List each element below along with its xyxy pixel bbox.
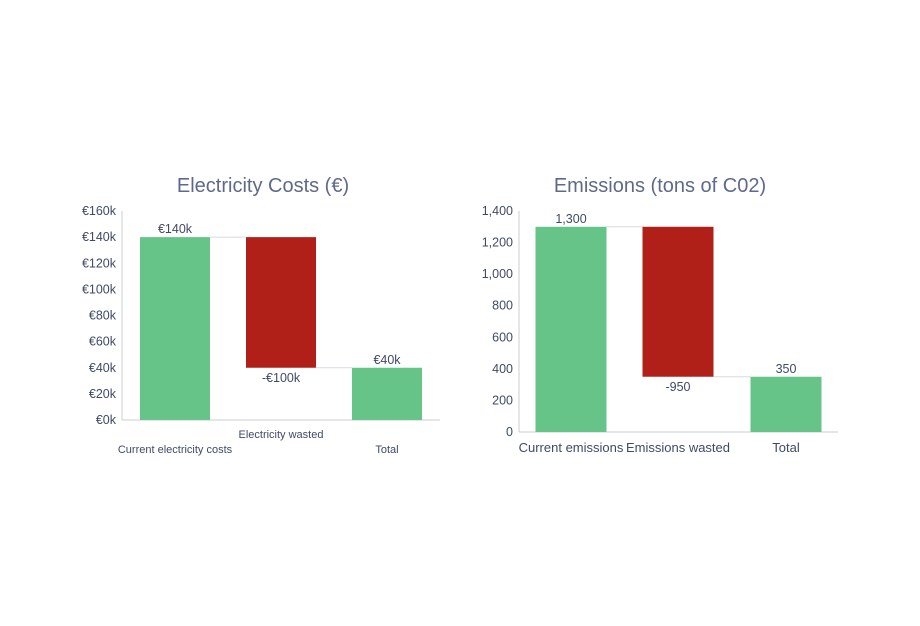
- category-label: Electricity wasted: [239, 429, 324, 441]
- data-label: -950: [665, 380, 690, 394]
- emissions-chart: Emissions (tons of C02) 0 200 400 600 800 1,0…: [482, 175, 838, 455]
- chart-title: Emissions (tons of C02): [554, 175, 766, 197]
- data-label: -€100k: [262, 371, 301, 385]
- y-tick-label: €60k: [89, 335, 117, 349]
- y-tick-label: €140k: [82, 230, 117, 244]
- y-tick-label: 1,400: [482, 204, 513, 218]
- y-tick-label: 1,000: [482, 267, 513, 281]
- y-tick-label: €100k: [82, 282, 117, 296]
- category-label: Emissions wasted: [626, 440, 730, 455]
- chart-title: Electricity Costs (€): [177, 175, 349, 197]
- data-label: 1,300: [555, 212, 586, 226]
- y-tick-label: 1,200: [482, 236, 513, 250]
- category-label: Total: [772, 440, 800, 455]
- waterfall-bar: [750, 376, 822, 432]
- data-label: €40k: [373, 353, 401, 367]
- y-tick-label: €20k: [89, 387, 117, 401]
- y-tick-label: €160k: [82, 204, 117, 218]
- waterfall-bar: [535, 226, 607, 432]
- waterfall-bar: [642, 226, 714, 377]
- waterfall-bar: [246, 237, 316, 368]
- category-label: Current electricity costs: [118, 444, 233, 456]
- y-tick-label: €40k: [89, 361, 117, 375]
- y-tick-label: €120k: [82, 256, 117, 270]
- category-label: Current emissions: [519, 440, 624, 455]
- y-tick-label: 800: [492, 299, 513, 313]
- y-tick-label: 0: [506, 425, 513, 439]
- category-label: Total: [375, 444, 398, 456]
- data-label: 350: [776, 362, 797, 376]
- data-label: €140k: [158, 222, 193, 236]
- waterfall-bar: [140, 237, 210, 420]
- y-tick-label: 400: [492, 362, 513, 376]
- waterfall-bar: [352, 367, 422, 420]
- y-tick-label: €80k: [89, 309, 117, 323]
- electricity-costs-chart: Electricity Costs (€) €0k €20k €40k €60k €80…: [82, 175, 440, 456]
- y-tick-label: €0k: [96, 413, 117, 427]
- y-tick-label: 200: [492, 393, 513, 407]
- y-tick-label: 600: [492, 330, 513, 344]
